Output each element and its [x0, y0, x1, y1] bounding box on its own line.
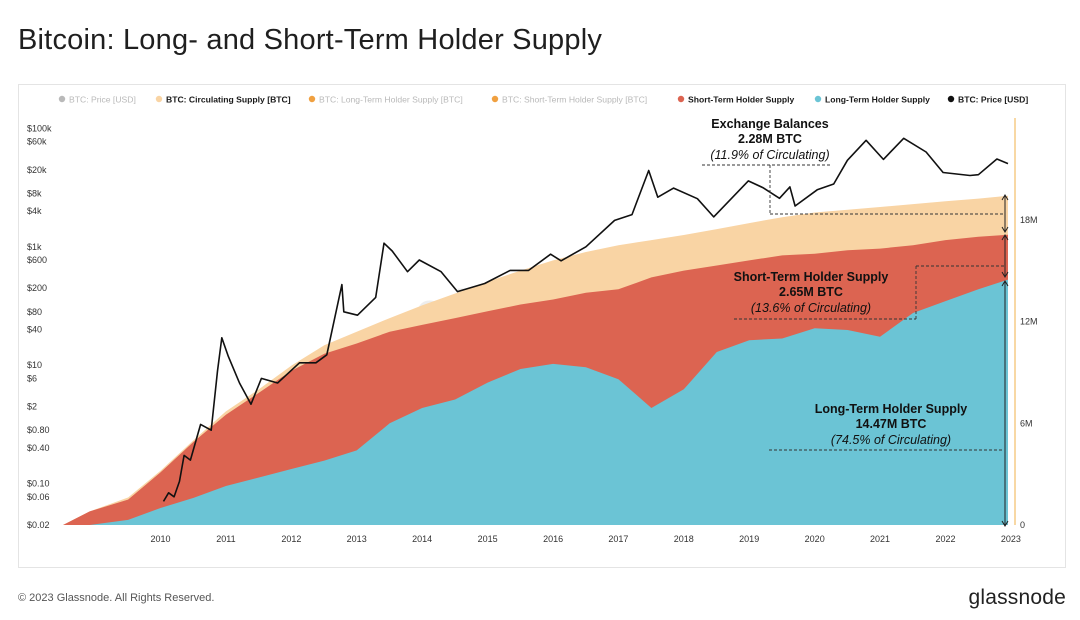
x-tick-label: 2017	[608, 534, 628, 544]
y-left-tick-label: $1k	[27, 242, 42, 252]
x-tick-label: 2015	[478, 534, 498, 544]
x-tick-label: 2010	[150, 534, 170, 544]
lth-pct: (74.5% of Circulating)	[831, 433, 951, 447]
x-tick-label: 2014	[412, 534, 432, 544]
y-right-tick-label: 6M	[1020, 418, 1033, 428]
exchange-bracket-bottom-arrow	[1001, 226, 1009, 233]
x-tick-label: 2023	[1001, 534, 1021, 544]
range-brackets	[1001, 194, 1009, 527]
exchange-value: 2.28M BTC	[738, 132, 802, 146]
legend-swatch	[947, 95, 955, 103]
x-tick-label: 2020	[805, 534, 825, 544]
y-right-tick-label: 18M	[1020, 215, 1038, 225]
sth-title: Short-Term Holder Supply	[734, 270, 889, 284]
y-left-tick-label: $100k	[27, 123, 52, 133]
y-left-tick-label: $0.10	[27, 479, 50, 489]
chart-annotations: Exchange Balances 2.28M BTC (11.9% of Ci…	[702, 117, 1009, 527]
exchange-pct: (11.9% of Circulating)	[710, 148, 829, 162]
chart-frame: BTC: Price [USD] BTC: Circulating Supply …	[18, 84, 1066, 568]
supply-areas	[63, 195, 1008, 526]
sth-value: 2.65M BTC	[779, 285, 843, 299]
legend-swatch	[677, 95, 685, 103]
y-left-tick-label: $600	[27, 255, 47, 265]
y-right-tick-label: 0	[1020, 520, 1025, 530]
exchange-title: Exchange Balances	[711, 117, 828, 131]
sth-bracket-bottom-arrow	[1001, 271, 1009, 278]
y-left-tick-label: $200	[27, 283, 47, 293]
legend-swatch	[58, 95, 66, 103]
y-left-tick-label: $6	[27, 373, 37, 383]
y-left-tick-label: $10	[27, 360, 42, 370]
glassnode-logo: glassnode	[968, 586, 1066, 609]
x-tick-label: 2012	[281, 534, 301, 544]
legend-item[interactable]: BTC: Long-Term Holder Supply [BTC]	[308, 95, 463, 105]
sth-annotation: Short-Term Holder Supply 2.65M BTC (13.6…	[734, 265, 1004, 320]
y-left-tick-label: $20k	[27, 165, 47, 175]
x-axis: 2010 2011 2012 2013 2014 2015 2016 2017 2018 2019…	[150, 534, 1020, 544]
chart-legend: BTC: Price [USD] BTC: Circulating Supply …	[58, 95, 1029, 105]
lth-title: Long-Term Holder Supply	[815, 402, 968, 416]
legend-label: BTC: Circulating Supply [BTC]	[166, 95, 291, 105]
exchange-balance-annotation: Exchange Balances 2.28M BTC (11.9% of Ci…	[702, 117, 1004, 215]
x-tick-label: 2018	[674, 534, 694, 544]
legend-swatch	[155, 95, 163, 103]
price-layer	[162, 137, 1009, 502]
y-left-tick-label: $0.80	[27, 425, 50, 435]
legend-label: BTC: Price [USD]	[958, 95, 1028, 105]
y-left-tick-label: $80	[27, 307, 42, 317]
x-tick-label: 2021	[870, 534, 890, 544]
y-left-tick-label: $4k	[27, 206, 42, 216]
lth-value: 14.47M BTC	[856, 417, 927, 431]
y-left-tick-label: $40	[27, 325, 42, 335]
sth-pct: (13.6% of Circulating)	[751, 301, 871, 315]
y-left-tick-label: $0.02	[27, 520, 50, 530]
exchange-bracket-top-arrow	[1001, 194, 1009, 201]
page-title: Bitcoin: Long- and Short-Term Holder Sup…	[18, 24, 603, 56]
legend-label: BTC: Price [USD]	[69, 95, 136, 105]
x-tick-label: 2011	[216, 534, 235, 544]
y-axis-right: 0 6M 12M 18M	[1020, 215, 1038, 530]
y-right-tick-label: 12M	[1020, 317, 1038, 327]
y-left-tick-label: $60k	[27, 137, 47, 147]
legend-swatch	[308, 95, 316, 103]
footer-copyright: © 2023 Glassnode. All Rights Reserved.	[18, 592, 215, 604]
lth-annotation: Long-Term Holder Supply 14.47M BTC (74.5…	[769, 402, 1004, 451]
legend-swatch	[814, 95, 822, 103]
legend-item[interactable]: BTC: Short-Term Holder Supply [BTC]	[491, 95, 647, 105]
y-left-tick-label: $0.06	[27, 492, 50, 502]
x-tick-label: 2013	[347, 534, 367, 544]
x-tick-label: 2016	[543, 534, 563, 544]
lth-bracket-top-arrow	[1001, 280, 1009, 287]
legend-item[interactable]: BTC: Price [USD]	[947, 95, 1029, 105]
y-left-tick-label: $2	[27, 402, 37, 412]
btc-price-line	[162, 137, 1009, 502]
y-left-tick-label: $8k	[27, 188, 42, 198]
legend-item[interactable]: Long-Term Holder Supply	[814, 95, 930, 105]
chart-axes: $100k $60k $20k $8k $4k $1k $600 $200 $80 $40 $10 $…	[27, 118, 1038, 544]
lth-bracket-bottom-arrow	[1001, 520, 1009, 527]
legend-swatch	[491, 95, 499, 103]
x-tick-label: 2022	[935, 534, 955, 544]
y-axis-left: $100k $60k $20k $8k $4k $1k $600 $200 $80 $40 $10 $…	[27, 123, 52, 530]
x-tick-label: 2019	[739, 534, 759, 544]
legend-label: Short-Term Holder Supply	[688, 95, 795, 105]
sth-bracket-top-arrow	[1001, 234, 1009, 241]
legend-item[interactable]: Short-Term Holder Supply	[677, 95, 795, 105]
legend-label: BTC: Short-Term Holder Supply [BTC]	[502, 95, 647, 105]
legend-item[interactable]: BTC: Circulating Supply [BTC]	[155, 95, 291, 105]
lth-supply-area	[63, 279, 1008, 525]
legend-item[interactable]: BTC: Price [USD]	[58, 95, 136, 105]
legend-label: Long-Term Holder Supply	[825, 95, 930, 105]
y-left-tick-label: $0.40	[27, 443, 50, 453]
holder-supply-chart: BTC: Price [USD] BTC: Circulating Supply …	[27, 95, 1038, 545]
legend-label: BTC: Long-Term Holder Supply [BTC]	[319, 95, 463, 105]
